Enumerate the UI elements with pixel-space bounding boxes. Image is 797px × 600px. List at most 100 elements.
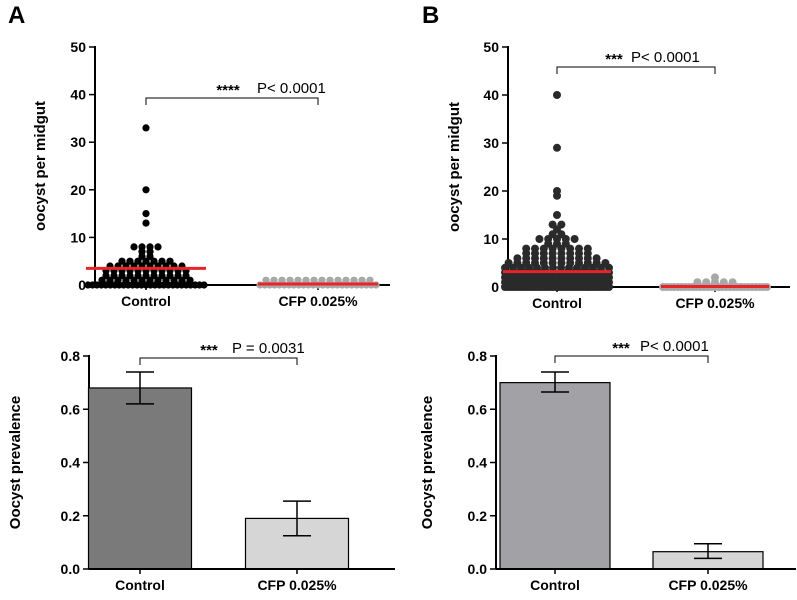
y-tick-label: 10 [70, 229, 86, 245]
bar [499, 382, 611, 570]
y-tick-label: 20 [483, 183, 499, 199]
data-point [170, 276, 178, 284]
p-value-label: P< 0.0001 [640, 338, 709, 355]
y-tick-label: 0.0 [61, 561, 81, 577]
p-value-label: P = 0.0031 [232, 340, 305, 357]
y-axis-label: oocyst per midgut [446, 102, 463, 232]
data-point [286, 276, 294, 284]
data-point [553, 187, 561, 195]
significance-bracket [556, 66, 716, 74]
x-tick-label: Control [121, 293, 171, 309]
p-value-label: P< 0.0001 [257, 80, 326, 97]
x-tick-label: CFP 0.025% [278, 293, 358, 309]
data-point [342, 276, 350, 284]
data-point [702, 278, 711, 287]
data-point [142, 186, 150, 194]
x-tick-label: CFP 0.025% [257, 577, 337, 593]
data-point [118, 257, 126, 265]
y-tick-label: 10 [483, 231, 499, 247]
panel-label-b: B [422, 2, 439, 29]
y-tick-label: 0.2 [61, 508, 81, 524]
data-point [366, 276, 374, 284]
data-point [142, 257, 150, 265]
x-tick-label: CFP 0.025% [668, 577, 748, 593]
data-point [358, 276, 366, 284]
significance-stars: *** [200, 342, 218, 359]
data-point [178, 276, 186, 284]
data-point [166, 257, 174, 265]
data-point [114, 276, 122, 284]
y-tick-label: 50 [483, 39, 499, 55]
data-point [278, 276, 286, 284]
p-value-label: P< 0.0001 [631, 49, 700, 66]
y-tick-label: 0.4 [468, 455, 488, 471]
y-axis-label: oocyst per midgut [32, 101, 49, 231]
bar [87, 387, 193, 570]
data-point [270, 276, 278, 284]
data-point [334, 276, 342, 284]
y-tick-label: 20 [70, 182, 86, 198]
scatter-chart-b: 0 10 20 30 40 50 oocyst per midgut Control CFP 0… [446, 39, 790, 311]
data-point [310, 276, 318, 284]
data-point [142, 124, 150, 132]
significance-stars: *** [612, 340, 630, 357]
data-point [302, 276, 310, 284]
x-tick-label: Control [115, 577, 165, 593]
data-point [294, 276, 302, 284]
data-point [262, 276, 270, 284]
data-point [142, 219, 150, 227]
data-point [138, 243, 146, 251]
scatter-chart-a: 0 10 20 30 40 50 oocyst per midgut Control CFP 0… [32, 39, 390, 309]
y-axis-label: Oocyst prevalence [7, 396, 24, 529]
y-tick-label: 0.0 [468, 561, 488, 577]
data-point [531, 244, 539, 253]
y-tick-label: 40 [70, 87, 86, 103]
y-tick-label: 30 [70, 134, 86, 150]
y-tick-label: 0 [78, 277, 86, 293]
data-point [154, 243, 162, 251]
data-point [601, 259, 610, 267]
significance-bracket [139, 357, 298, 365]
data-point [138, 276, 146, 284]
data-point [504, 259, 513, 267]
data-point [326, 276, 334, 284]
y-tick-label: 50 [70, 39, 86, 55]
data-point [162, 276, 170, 284]
significance-stars: *** [605, 51, 623, 68]
data-point [98, 276, 106, 284]
data-point [693, 278, 702, 287]
data-point [146, 276, 154, 284]
y-tick-label: 40 [483, 87, 499, 103]
data-point [134, 257, 142, 265]
bar-chart-a: 0.0 0.2 0.4 0.6 0.8 Oocyst prevalence Control C… [7, 340, 395, 593]
data-point [106, 276, 114, 284]
significance-bracket [554, 355, 709, 363]
data-point [583, 244, 592, 253]
y-axis-label: Oocyst prevalence [419, 396, 436, 529]
data-point [575, 244, 583, 253]
data-point [711, 273, 719, 282]
data-point [513, 254, 522, 263]
data-point [318, 276, 326, 284]
y-tick-label: 0.8 [468, 348, 488, 364]
y-tick-label: 30 [483, 135, 499, 151]
data-point [130, 276, 138, 284]
significance-bracket [145, 97, 319, 105]
data-point [719, 278, 728, 287]
data-point [142, 210, 150, 218]
y-tick-label: 0.6 [61, 401, 81, 417]
y-tick-label: 0 [491, 279, 499, 295]
data-point [553, 143, 561, 152]
data-point [130, 243, 138, 251]
panel-label-a: A [8, 2, 25, 29]
data-point [126, 257, 134, 265]
data-point [553, 91, 561, 99]
data-point [200, 281, 208, 289]
data-point [592, 254, 601, 263]
y-tick-label: 0.4 [61, 455, 81, 471]
data-point [158, 257, 166, 265]
bar-chart-b: 0.0 0.2 0.4 0.6 0.8 Oocyst prevalence Control C… [419, 338, 796, 593]
data-point [728, 278, 737, 287]
x-tick-label: CFP 0.025% [675, 295, 755, 311]
